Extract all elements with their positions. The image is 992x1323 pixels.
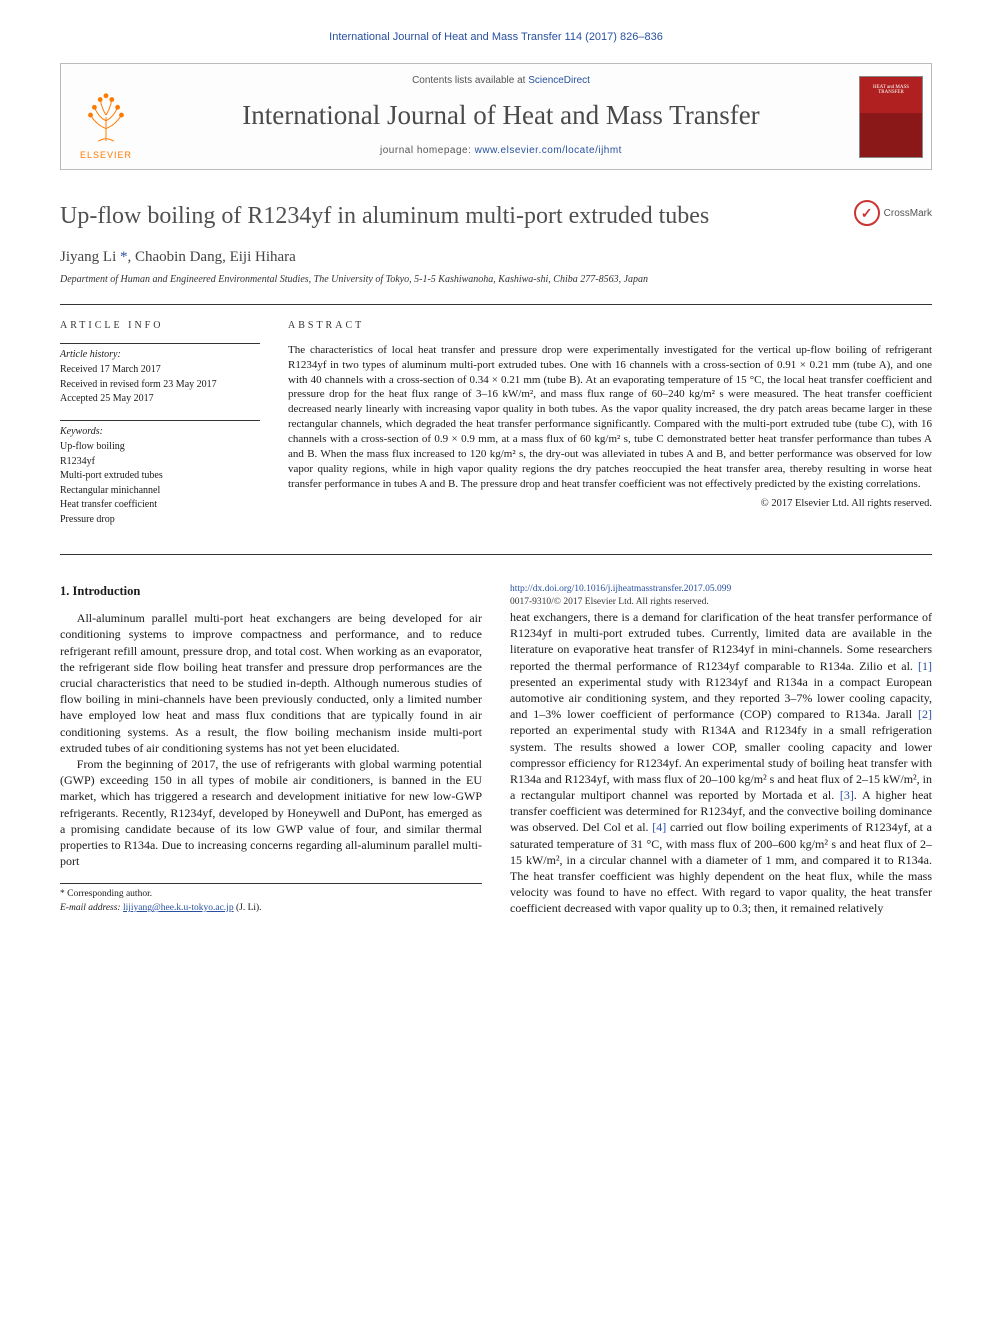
divider <box>60 304 932 305</box>
keyword: Rectangular minichannel <box>60 484 260 498</box>
keyword: Heat transfer coefficient <box>60 498 260 512</box>
contents-prefix: Contents lists available at <box>412 75 528 86</box>
cover-thumb-block: HEAT and MASS TRANSFER <box>851 64 931 169</box>
elsevier-tree-icon <box>76 87 136 147</box>
abstract-text: The characteristics of local heat transf… <box>288 343 932 491</box>
article-title: Up-flow boiling of R1234yf in aluminum m… <box>60 200 709 232</box>
paragraph: All-aluminum parallel multi-port heat ex… <box>60 610 482 756</box>
doi-link[interactable]: http://dx.doi.org/10.1016/j.ijheatmasstr… <box>510 584 731 594</box>
homepage-prefix: journal homepage: <box>380 145 475 156</box>
crossmark-badge[interactable]: ✓ CrossMark <box>854 200 932 226</box>
history-line: Accepted 25 May 2017 <box>60 392 260 406</box>
email-line: E-mail address: lijiyang@hee.k.u-tokyo.a… <box>60 902 482 915</box>
section-head-intro: 1. Introduction <box>60 583 482 600</box>
article-footer: http://dx.doi.org/10.1016/j.ijheatmasstr… <box>510 583 932 609</box>
email-who: (J. Li). <box>234 903 262 913</box>
paragraph: From the beginning of 2017, the use of r… <box>60 756 482 869</box>
journal-cover-icon: HEAT and MASS TRANSFER <box>859 76 923 158</box>
contents-available: Contents lists available at ScienceDirec… <box>159 74 843 88</box>
email-label: E-mail address: <box>60 903 123 913</box>
history-line: Received 17 March 2017 <box>60 363 260 377</box>
article-info-head: ARTICLE INFO <box>60 319 260 333</box>
publisher-name: ELSEVIER <box>80 149 132 161</box>
keyword: R1234yf <box>60 455 260 469</box>
keyword: Up-flow boiling <box>60 440 260 454</box>
journal-name: International Journal of Heat and Mass T… <box>159 97 843 133</box>
crossmark-icon: ✓ <box>854 200 880 226</box>
history-line: Received in revised form 23 May 2017 <box>60 378 260 392</box>
history-head: Article history: <box>60 348 260 362</box>
author-list: Jiyang Li *, Chaobin Dang, Eiji Hihara <box>60 247 932 267</box>
affiliation: Department of Human and Engineered Envir… <box>60 273 932 287</box>
masthead-center: Contents lists available at ScienceDirec… <box>151 64 851 169</box>
running-head: International Journal of Heat and Mass T… <box>60 30 932 45</box>
article-info: ARTICLE INFO Article history: Received 1… <box>60 319 260 540</box>
body-text: 1. Introduction All-aluminum parallel mu… <box>60 583 932 920</box>
abstract-head: ABSTRACT <box>288 319 932 333</box>
abstract-copyright: © 2017 Elsevier Ltd. All rights reserved… <box>288 497 932 511</box>
publisher-logo-block: ELSEVIER <box>61 64 151 169</box>
keywords-block: Keywords: Up-flow boiling R1234yf Multi-… <box>60 420 260 527</box>
footnote-block: * Corresponding author. E-mail address: … <box>60 883 482 915</box>
crossmark-label: CrossMark <box>884 207 932 221</box>
homepage-link[interactable]: www.elsevier.com/locate/ijhmt <box>475 145 622 156</box>
keyword: Pressure drop <box>60 513 260 527</box>
cover-text: HEAT and MASS TRANSFER <box>860 85 922 96</box>
keyword: Multi-port extruded tubes <box>60 469 260 483</box>
issn-copyright: 0017-9310/© 2017 Elsevier Ltd. All right… <box>510 596 932 609</box>
sciencedirect-link[interactable]: ScienceDirect <box>528 75 590 86</box>
journal-homepage: journal homepage: www.elsevier.com/locat… <box>159 144 843 158</box>
masthead: ELSEVIER Contents lists available at Sci… <box>60 63 932 170</box>
article-history: Article history: Received 17 March 2017 … <box>60 343 260 406</box>
keywords-head: Keywords: <box>60 425 260 439</box>
paragraph: heat exchangers, there is a demand for c… <box>510 609 932 917</box>
divider <box>60 554 932 555</box>
abstract: ABSTRACT The characteristics of local he… <box>288 319 932 540</box>
author-email-link[interactable]: lijiyang@hee.k.u-tokyo.ac.jp <box>123 903 234 913</box>
corresponding-author-note: * Corresponding author. <box>60 888 482 901</box>
